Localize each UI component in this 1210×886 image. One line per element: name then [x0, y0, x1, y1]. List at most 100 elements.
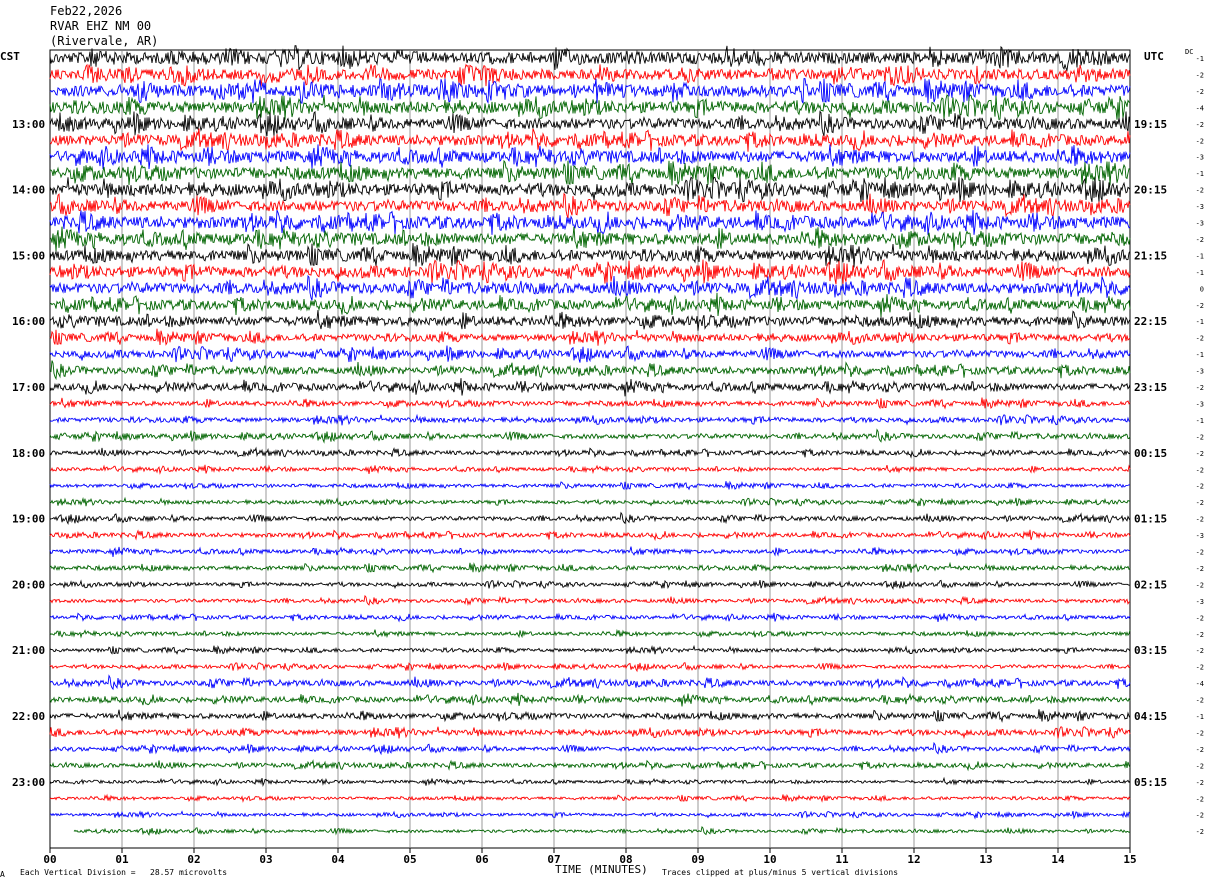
dc-offset-label: -3: [1196, 368, 1204, 376]
x-tick-label: 12: [907, 853, 920, 866]
dc-offset-label: -2: [1196, 581, 1204, 589]
utc-hour-label: 19:15: [1134, 118, 1167, 131]
dc-offset-label: -2: [1196, 828, 1204, 836]
dc-offset-label: -3: [1196, 154, 1204, 162]
dc-offset-label: -3: [1196, 220, 1204, 228]
utc-hour-label: 02:15: [1134, 578, 1167, 591]
trace-line: [49, 464, 1131, 475]
dc-offset-label: -2: [1196, 433, 1204, 441]
x-tick-label: 07: [547, 853, 560, 866]
clip-note: Traces clipped at plus/minus 5 vertical …: [662, 868, 899, 877]
x-tick-label: 11: [835, 853, 849, 866]
dc-offset-label: -2: [1196, 137, 1204, 145]
trace-line: [49, 63, 1131, 87]
dc-offset-label: -1: [1196, 269, 1204, 277]
cst-hour-label: 16:00: [12, 315, 45, 328]
corner-mark: A: [0, 870, 5, 879]
trace-line: [49, 77, 1131, 105]
trace-line: [49, 529, 1131, 542]
dc-offset-label: -1: [1196, 170, 1204, 178]
dc-offset-label: -4: [1196, 104, 1204, 112]
trace-line: [49, 94, 1131, 121]
x-tick-label: 04: [331, 853, 345, 866]
x-tick-label: 10: [763, 853, 776, 866]
trace-line: [49, 274, 1131, 301]
x-tick-label: 05: [403, 853, 416, 866]
x-tick-label: 13: [979, 853, 992, 866]
trace-line: [49, 128, 1131, 152]
cst-hour-label: 15:00: [12, 249, 45, 262]
utc-hour-label: 05:15: [1134, 776, 1167, 789]
trace-line: [49, 345, 1131, 363]
dc-offset-label: -2: [1196, 466, 1204, 474]
dc-offset-label: -2: [1196, 516, 1204, 524]
cst-hour-label: 13:00: [12, 118, 45, 131]
cst-hour-label: 19:00: [12, 513, 45, 526]
dc-label: DC: [1185, 48, 1194, 56]
dc-offset-label: -2: [1196, 450, 1204, 458]
trace-line: [49, 628, 1131, 639]
trace-line: [49, 511, 1131, 525]
utc-label: UTC: [1144, 50, 1164, 63]
x-axis-title: TIME (MINUTES): [555, 863, 648, 876]
dc-offset-label: -2: [1196, 88, 1204, 96]
dc-offset-label: -3: [1196, 532, 1204, 540]
dc-offset-label: -2: [1196, 631, 1204, 639]
dc-offset-label: -2: [1196, 187, 1204, 195]
trace-line: [49, 310, 1131, 331]
dc-offset-label: -2: [1196, 335, 1204, 343]
trace-line: [49, 496, 1131, 507]
dc-offset-label: -2: [1196, 795, 1204, 803]
utc-hour-label: 22:15: [1134, 315, 1167, 328]
trace-line: [49, 741, 1131, 756]
trace-line: [49, 674, 1131, 691]
trace-line: [49, 159, 1131, 186]
x-tick-label: 15: [1123, 853, 1136, 866]
x-tick-label: 01: [115, 853, 129, 866]
trace-line: [49, 446, 1131, 459]
dc-offset-label: -2: [1196, 647, 1204, 655]
trace-line: [49, 810, 1131, 820]
dc-offset-label: -2: [1196, 71, 1204, 79]
x-tick-label: 14: [1051, 853, 1065, 866]
dc-offset-label: -2: [1196, 697, 1204, 705]
utc-hour-label: 03:15: [1134, 644, 1167, 657]
dc-offset-label: -1: [1196, 713, 1204, 721]
trace-line: [49, 292, 1131, 318]
trace-line: [49, 378, 1131, 397]
x-tick-label: 06: [475, 853, 489, 866]
cst-hour-label: 21:00: [12, 644, 45, 657]
trace-line: [49, 428, 1131, 444]
dc-offset-label: -2: [1196, 499, 1204, 507]
cst-label: CST: [0, 50, 20, 63]
trace-line: [49, 480, 1131, 491]
trace-line: [49, 243, 1131, 268]
dc-offset-label: -3: [1196, 203, 1204, 211]
x-tick-label: 02: [187, 853, 200, 866]
trace-line: [49, 110, 1131, 137]
cst-hour-label: 18:00: [12, 447, 45, 460]
dc-offset-label: -2: [1196, 121, 1204, 129]
trace-line: [49, 210, 1131, 235]
utc-hour-label: 00:15: [1134, 447, 1167, 460]
dc-offset-label: -2: [1196, 729, 1204, 737]
dc-offset-label: -2: [1196, 236, 1204, 244]
dc-offset-label: -2: [1196, 302, 1204, 310]
dc-offset-label: -1: [1196, 252, 1204, 260]
trace-line: [49, 546, 1131, 557]
trace-line: [49, 726, 1131, 740]
utc-hour-label: 21:15: [1134, 249, 1167, 262]
plot-frame: [49, 49, 1131, 849]
trace-line: [49, 759, 1131, 772]
trace-line: [49, 644, 1131, 655]
trace-line: [49, 144, 1131, 170]
dc-offset-label: -2: [1196, 664, 1204, 672]
scale-note: Each Vertical Division = 28.57 microvolt…: [20, 868, 228, 877]
cst-hour-label: 20:00: [12, 578, 45, 591]
dc-offset-label: -3: [1196, 400, 1204, 408]
trace-line: [49, 793, 1131, 803]
trace-line: [73, 826, 1131, 836]
trace-line: [49, 413, 1131, 426]
dc-offset-label: -2: [1196, 746, 1204, 754]
trace-line: [49, 594, 1131, 606]
